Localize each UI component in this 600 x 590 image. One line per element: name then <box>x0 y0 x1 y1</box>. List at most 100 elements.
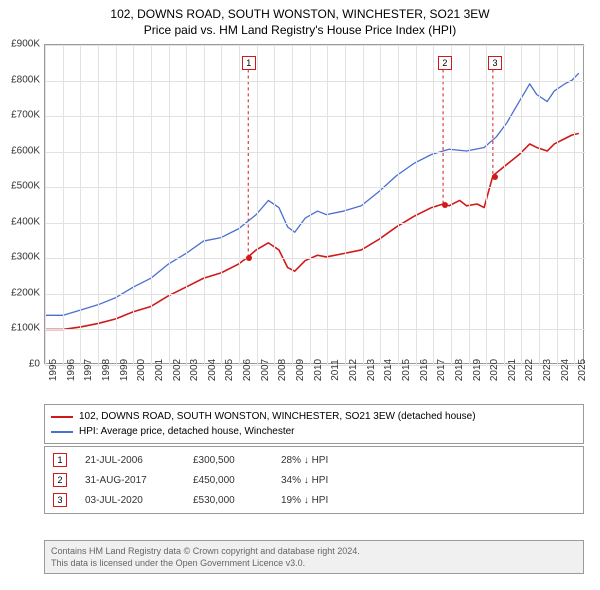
x-axis-label: 2011 <box>330 359 341 381</box>
x-axis-label: 2005 <box>224 359 235 381</box>
sales-price: £530,000 <box>193 495 263 506</box>
footer-line-2: This data is licensed under the Open Gov… <box>51 557 577 569</box>
sale-marker-badge: 1 <box>242 56 256 70</box>
gridline-v <box>310 45 311 365</box>
x-axis-label: 2003 <box>189 359 200 381</box>
gridline-v <box>539 45 540 365</box>
x-axis-label: 2025 <box>577 359 588 381</box>
legend-label: HPI: Average price, detached house, Winc… <box>79 424 295 439</box>
gridline-v <box>98 45 99 365</box>
chart-container: 102, DOWNS ROAD, SOUTH WONSTON, WINCHEST… <box>0 0 600 590</box>
gridline-v <box>345 45 346 365</box>
legend-row: 102, DOWNS ROAD, SOUTH WONSTON, WINCHEST… <box>51 409 577 424</box>
sales-date: 03-JUL-2020 <box>85 495 175 506</box>
x-axis-label: 2006 <box>242 359 253 381</box>
sales-row: 3 03-JUL-2020 £530,000 19% ↓ HPI <box>53 493 575 507</box>
legend-row: HPI: Average price, detached house, Winc… <box>51 424 577 439</box>
gridline-v <box>327 45 328 365</box>
x-axis-label: 2023 <box>542 359 553 381</box>
legend-label: 102, DOWNS ROAD, SOUTH WONSTON, WINCHEST… <box>79 409 476 424</box>
legend-swatch <box>51 416 73 418</box>
gridline-v <box>469 45 470 365</box>
x-axis-label: 2007 <box>260 359 271 381</box>
x-axis-label: 2024 <box>560 359 571 381</box>
y-axis-label: £800K <box>4 74 40 85</box>
series-line-hpi <box>46 73 579 315</box>
attribution-footer: Contains HM Land Registry data © Crown c… <box>44 540 584 574</box>
x-axis-label: 2022 <box>524 359 535 381</box>
x-axis-label: 2004 <box>207 359 218 381</box>
y-axis-label: £600K <box>4 145 40 156</box>
y-axis-label: £100K <box>4 323 40 334</box>
sales-diff: 19% ↓ HPI <box>281 495 371 506</box>
x-axis-label: 2020 <box>489 359 500 381</box>
y-axis-label: £700K <box>4 110 40 121</box>
x-axis-label: 1996 <box>66 359 77 381</box>
x-axis-label: 2014 <box>383 359 394 381</box>
y-axis-label: £400K <box>4 216 40 227</box>
gridline-v <box>274 45 275 365</box>
sales-price: £300,500 <box>193 455 263 466</box>
x-axis-label: 1995 <box>48 359 59 381</box>
x-axis-label: 2017 <box>436 359 447 381</box>
x-axis-label: 2000 <box>136 359 147 381</box>
gridline-v <box>451 45 452 365</box>
x-axis-label: 2021 <box>507 359 518 381</box>
sale-dot <box>442 202 448 208</box>
gridline-v <box>557 45 558 365</box>
x-axis-label: 2018 <box>454 359 465 381</box>
gridline-v <box>521 45 522 365</box>
sales-row: 2 31-AUG-2017 £450,000 34% ↓ HPI <box>53 473 575 487</box>
y-axis-label: £0 <box>4 359 40 370</box>
sale-dot <box>492 174 498 180</box>
x-axis-label: 2012 <box>348 359 359 381</box>
x-axis-label: 2015 <box>401 359 412 381</box>
x-axis-label: 2013 <box>366 359 377 381</box>
y-axis-label: £500K <box>4 181 40 192</box>
legend-swatch <box>51 431 73 433</box>
gridline-v <box>204 45 205 365</box>
gridline-v <box>574 45 575 365</box>
sale-dot <box>246 255 252 261</box>
sale-marker-badge: 3 <box>488 56 502 70</box>
x-axis-label: 1999 <box>119 359 130 381</box>
gridline-v <box>239 45 240 365</box>
x-axis-label: 2001 <box>154 359 165 381</box>
y-axis-label: £200K <box>4 287 40 298</box>
gridline-v <box>363 45 364 365</box>
sales-table: 1 21-JUL-2006 £300,500 28% ↓ HPI 2 31-AUG-201… <box>44 446 584 514</box>
x-axis-label: 2010 <box>313 359 324 381</box>
chart-title: 102, DOWNS ROAD, SOUTH WONSTON, WINCHEST… <box>0 6 600 22</box>
gridline-v <box>151 45 152 365</box>
sales-price: £450,000 <box>193 475 263 486</box>
gridline-v <box>45 45 46 365</box>
gridline-v <box>63 45 64 365</box>
plot-area: 123 <box>44 44 584 364</box>
x-axis-label: 2019 <box>472 359 483 381</box>
x-axis-label: 1997 <box>83 359 94 381</box>
sales-date: 21-JUL-2006 <box>85 455 175 466</box>
x-axis-label: 1998 <box>101 359 112 381</box>
gridline-v <box>292 45 293 365</box>
gridline-v <box>116 45 117 365</box>
sales-diff: 28% ↓ HPI <box>281 455 371 466</box>
series-line-property <box>46 133 579 329</box>
y-axis-label: £300K <box>4 252 40 263</box>
gridline-v <box>433 45 434 365</box>
gridline-v <box>80 45 81 365</box>
chart-lines <box>45 45 583 363</box>
gridline-v <box>186 45 187 365</box>
gridline-v <box>486 45 487 365</box>
x-axis-label: 2002 <box>172 359 183 381</box>
sales-date: 31-AUG-2017 <box>85 475 175 486</box>
gridline-v <box>169 45 170 365</box>
gridline-v <box>504 45 505 365</box>
sales-diff: 34% ↓ HPI <box>281 475 371 486</box>
chart-titles: 102, DOWNS ROAD, SOUTH WONSTON, WINCHEST… <box>0 0 600 38</box>
sales-badge: 1 <box>53 453 67 467</box>
gridline-v <box>257 45 258 365</box>
sales-badge: 2 <box>53 473 67 487</box>
sales-badge: 3 <box>53 493 67 507</box>
chart-subtitle: Price paid vs. HM Land Registry's House … <box>0 22 600 38</box>
legend-box: 102, DOWNS ROAD, SOUTH WONSTON, WINCHEST… <box>44 404 584 444</box>
